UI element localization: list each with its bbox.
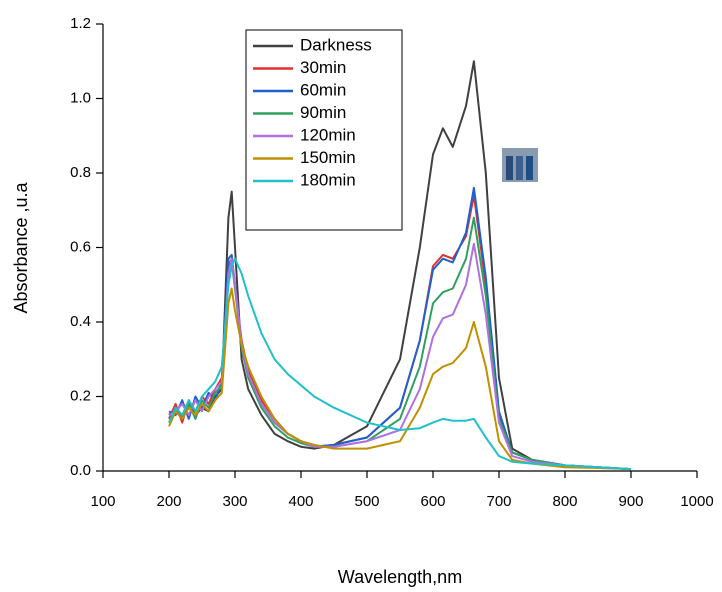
x-tick-label: 600 (420, 493, 445, 510)
series-line (168, 257, 632, 471)
legend-label: 30min (300, 58, 346, 77)
inset-photo (502, 148, 538, 182)
legend-label: 60min (300, 80, 346, 99)
y-tick-label: 0.2 (70, 387, 91, 404)
inset-vial (506, 156, 513, 180)
y-axis-label: Absorbance ,u.a (11, 181, 31, 313)
x-tick-label: 400 (288, 493, 313, 510)
legend-label: 180min (300, 170, 356, 189)
x-tick-label: 300 (222, 493, 247, 510)
x-tick-label: 500 (354, 493, 379, 510)
x-tick-label: 100 (90, 493, 115, 510)
legend: Darkness 30min 60min 90min 120min 150min 180mi… (245, 29, 403, 231)
y-tick-label: 1.0 (70, 89, 91, 106)
x-tick-label: 200 (156, 493, 181, 510)
series-line (168, 216, 632, 471)
y-tick-label: 0.8 (70, 164, 91, 181)
y-tick-label: 0.0 (70, 462, 91, 479)
legend-label: 90min (300, 103, 346, 122)
y-tick-label: 1.2 (70, 15, 91, 32)
x-tick-label: 800 (552, 493, 577, 510)
legend-label: 150min (300, 148, 356, 167)
series-line (168, 287, 632, 471)
inset-vial (516, 156, 523, 180)
x-tick-label: 900 (618, 493, 643, 510)
x-axis-label: Wavelength,nm (338, 567, 462, 587)
legend-label: Darkness (300, 35, 372, 54)
y-tick-label: 0.6 (70, 238, 91, 255)
x-tick-label: 700 (486, 493, 511, 510)
legend-label: 120min (300, 125, 356, 144)
x-tick-label: 1000 (680, 493, 713, 510)
y-tick-label: 0.4 (70, 313, 91, 330)
inset-vial (526, 156, 533, 180)
legend-box (245, 29, 403, 231)
